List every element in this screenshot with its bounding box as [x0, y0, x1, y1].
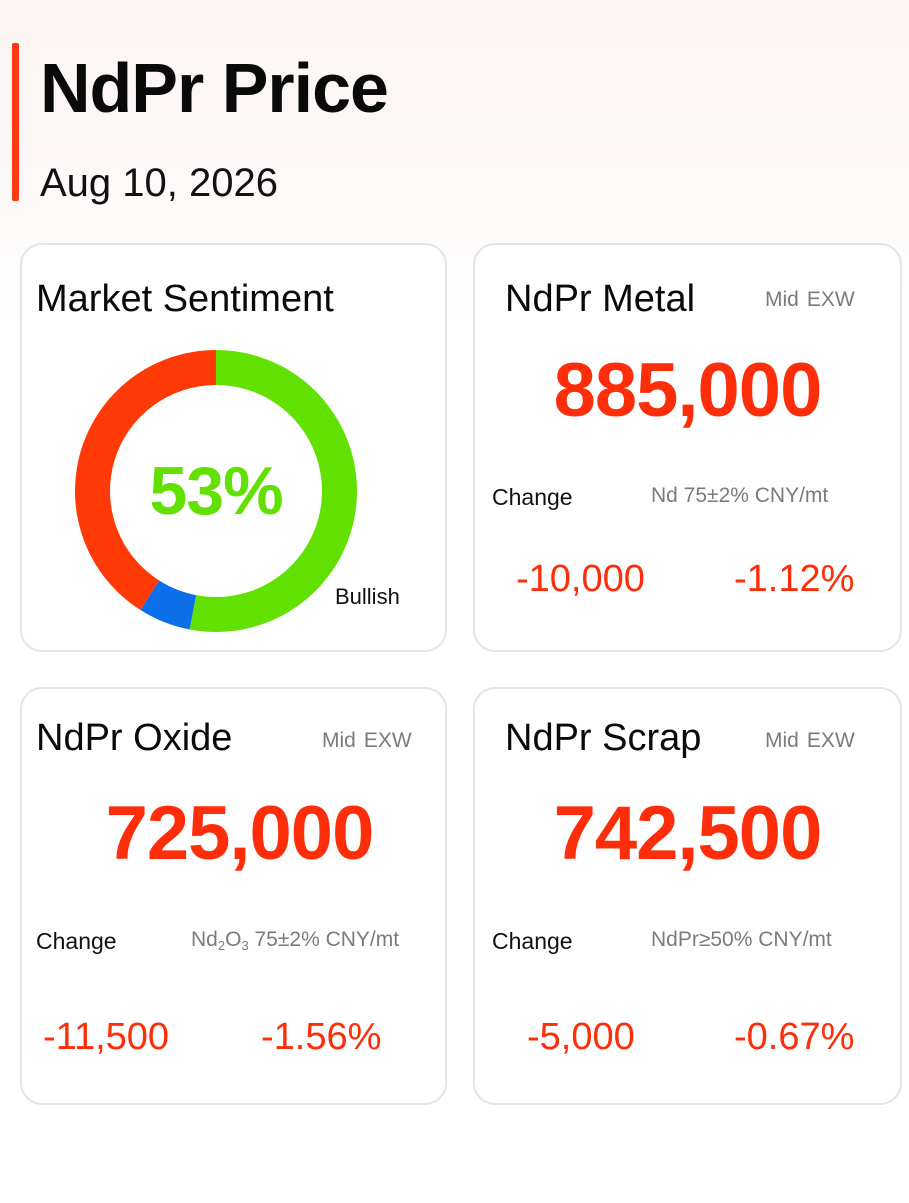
sentiment-card: Market Sentiment 53% Bullish: [20, 243, 447, 652]
scrap-change-pct: -0.67%: [734, 1016, 855, 1058]
scrap-tag-exw: EXW: [806, 729, 855, 752]
scrap-price-value: 742,500: [553, 791, 823, 876]
metal-tag-exw: EXW: [806, 288, 855, 311]
scrap-price-tags: Mid EXW: [765, 729, 855, 753]
donut-segment-bearish: [75, 350, 216, 611]
metal-change-pct: -1.12%: [734, 558, 855, 600]
oxide-card-title: NdPr Oxide: [36, 717, 233, 759]
scrap-change-label: Change: [492, 928, 573, 954]
sentiment-percent: 53%: [149, 453, 283, 529]
sentiment-card-title: Market Sentiment: [36, 278, 334, 320]
oxide-price-tags: Mid EXW: [322, 729, 412, 753]
metal-spec: Nd 75±2% CNY/mt: [651, 484, 829, 507]
scrap-change-abs: -5,000: [527, 1016, 635, 1058]
oxide-change-label: Change: [36, 928, 117, 954]
metal-tag-mid: Mid: [765, 288, 799, 311]
oxide-change-abs: -11,500: [43, 1016, 170, 1058]
sentiment-donut-chart: [75, 350, 357, 632]
page-title: NdPr Price: [40, 49, 389, 127]
oxide-change-pct: -1.56%: [261, 1016, 382, 1058]
scrap-tag-mid: Mid: [765, 729, 799, 752]
metal-change-label: Change: [492, 484, 573, 510]
page-date: Aug 10, 2026: [40, 161, 278, 205]
oxide-tag-mid: Mid: [322, 729, 356, 752]
page-header: NdPr Price Aug 10, 2026: [0, 0, 909, 240]
metal-price-card: NdPr Metal Mid EXW 885,000 Change Nd 75±2…: [473, 243, 902, 652]
donut-segment-bullish: [189, 350, 357, 632]
sentiment-bullish-label: Bullish: [335, 584, 400, 609]
metal-price-value: 885,000: [553, 348, 823, 433]
donut-segment-neutral: [140, 580, 197, 630]
oxide-spec: Nd2O3 75±2% CNY/mt: [191, 928, 400, 953]
metal-price-tags: Mid EXW: [765, 288, 855, 312]
oxide-price-card: NdPr Oxide Mid EXW 725,000 Change Nd2O3 7…: [20, 687, 447, 1105]
scrap-spec: NdPr≥50% CNY/mt: [651, 928, 832, 951]
scrap-price-card: NdPr Scrap Mid EXW 742,500 Change NdPr≥50…: [473, 687, 902, 1105]
metal-card-title: NdPr Metal: [505, 278, 696, 320]
scrap-card-title: NdPr Scrap: [505, 717, 702, 759]
sentiment-donut: 53%: [75, 350, 357, 632]
title-accent-bar: [12, 43, 19, 201]
oxide-tag-exw: EXW: [363, 729, 412, 752]
oxide-price-value: 725,000: [105, 791, 375, 876]
metal-change-abs: -10,000: [516, 558, 645, 600]
